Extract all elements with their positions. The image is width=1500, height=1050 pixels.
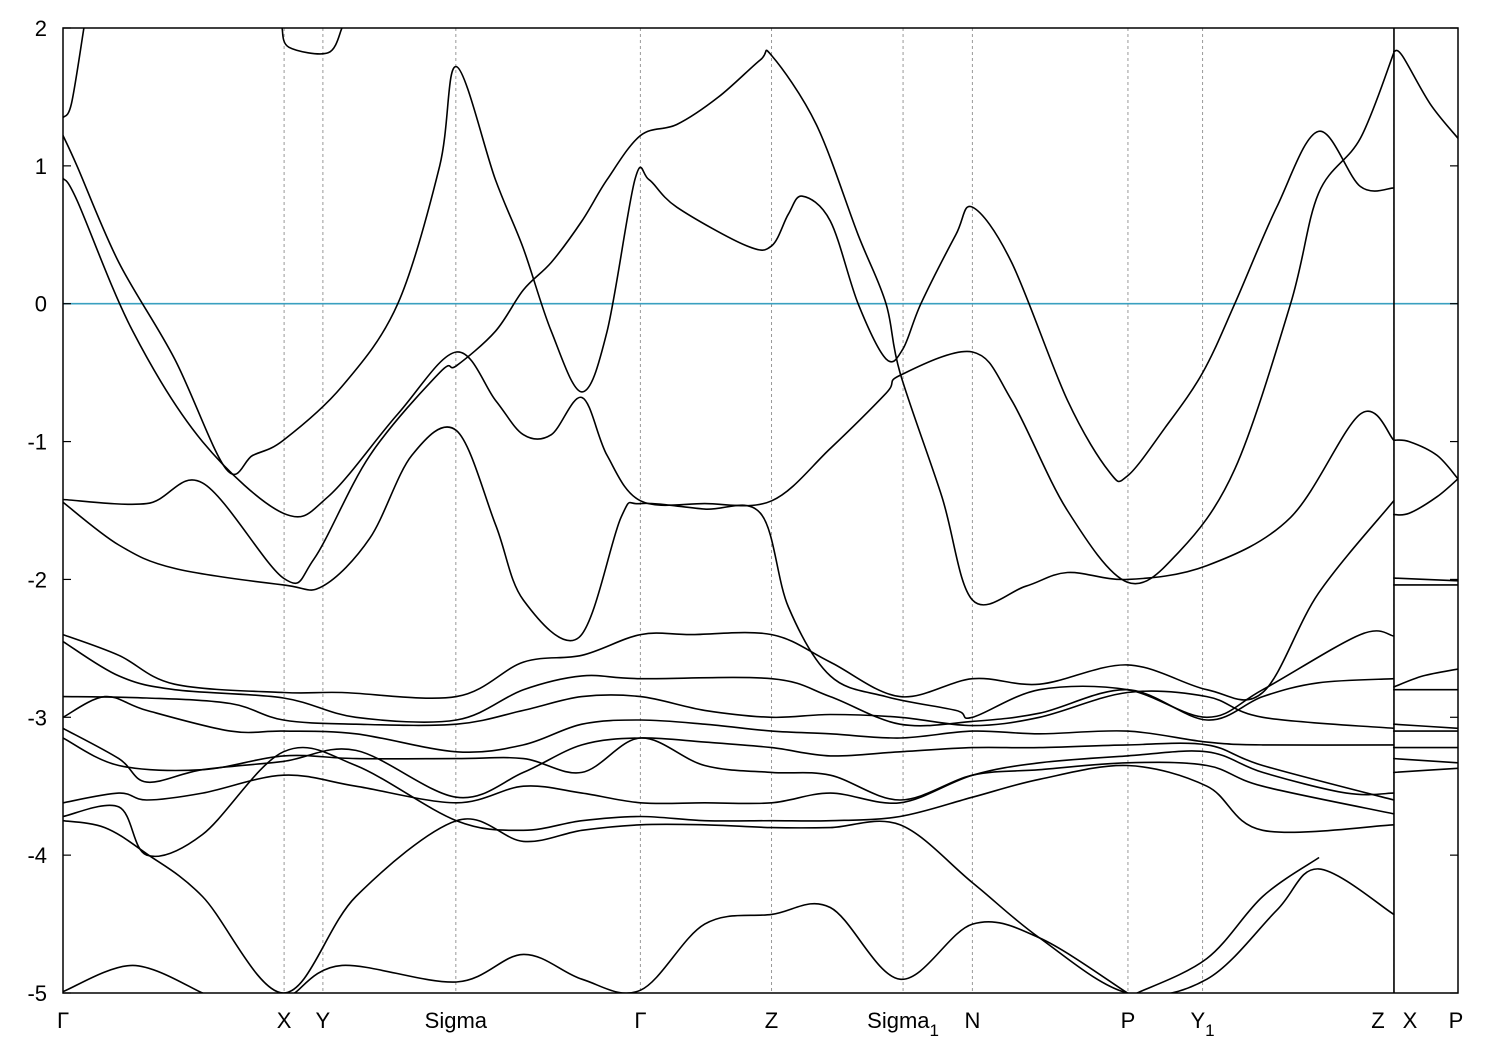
band-line	[63, 964, 204, 993]
x-tick-label: Sigma	[425, 1008, 488, 1033]
x-tick-subscript: 1	[930, 1021, 939, 1040]
x-tick-label: Γ	[57, 1008, 69, 1033]
band-line	[1393, 723, 1458, 730]
band-line	[1393, 478, 1458, 516]
band-line	[1393, 767, 1458, 774]
band-line	[63, 818, 1395, 993]
band-line	[63, 640, 1395, 727]
label-layer: 210-1-2-3-4-5Γ X Y Sigma Γ Z Sigma1 N P Y1 Z X P	[27, 16, 1463, 1040]
x-tick-label: P	[1121, 1008, 1136, 1033]
x-tick-label: P	[1449, 1008, 1464, 1033]
band-line	[63, 690, 1395, 730]
y-tick-label: -4	[27, 843, 47, 868]
band-layer	[63, 28, 1458, 993]
y-tick-label: -1	[27, 430, 47, 455]
band-line	[63, 52, 1395, 585]
y-tick-label: 2	[35, 16, 47, 41]
x-tick-subscript: 1	[1205, 1021, 1214, 1040]
band-line	[1136, 857, 1320, 993]
band-line	[63, 737, 1395, 815]
band-line	[63, 426, 1395, 719]
band-line	[63, 65, 1395, 483]
band-line	[63, 500, 1395, 701]
band-line	[1393, 439, 1458, 480]
x-tick-label: Y	[316, 1008, 331, 1033]
axis-layer	[62, 27, 1459, 994]
band-line	[1393, 577, 1458, 582]
band-line	[1393, 668, 1458, 688]
y-tick-label: -2	[27, 567, 47, 592]
band-line	[63, 727, 1395, 801]
band-line	[293, 902, 1129, 993]
band-line	[1393, 49, 1458, 140]
x-tick-label: N	[964, 1008, 980, 1033]
band-line	[63, 49, 1395, 606]
x-tick-label: Z	[765, 1008, 778, 1033]
grid-layer	[283, 28, 1395, 993]
x-tick-label: Y1	[1190, 1008, 1214, 1040]
x-tick-label: Sigma1	[867, 1008, 939, 1040]
band-line	[281, 28, 343, 55]
band-line	[63, 746, 1395, 858]
x-tick-label: Γ	[634, 1008, 646, 1033]
band-line	[1393, 757, 1458, 764]
y-tick-label: 1	[35, 154, 47, 179]
x-tick-label: Z	[1371, 1008, 1384, 1033]
y-tick-label: -5	[27, 981, 47, 1006]
band-line	[63, 750, 1395, 805]
y-tick-label: 0	[35, 292, 47, 317]
x-tick-label: X	[277, 1008, 292, 1033]
band-line	[63, 28, 85, 119]
plot-frame	[62, 27, 1459, 994]
x-tick-label: X	[1403, 1008, 1418, 1033]
band-line	[63, 695, 1395, 753]
y-tick-label: -3	[27, 705, 47, 730]
